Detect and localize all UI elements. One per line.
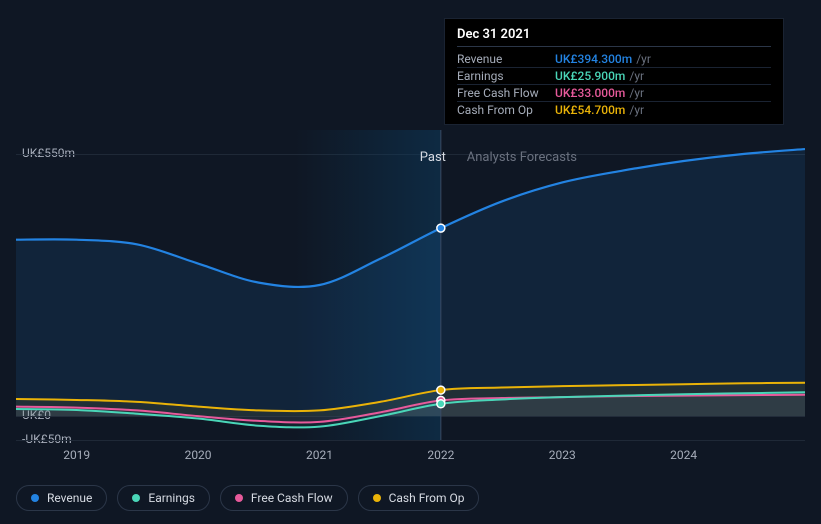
tooltip-row-value: UK£33.000m [555, 86, 625, 100]
tooltip-row: Cash From OpUK£54.700m/yr [457, 102, 771, 118]
legend-item-cash_from_op[interactable]: Cash From Op [358, 485, 480, 511]
tooltip-row-value: UK£54.700m [555, 103, 625, 117]
tooltip-rows: RevenueUK£394.300m/yrEarningsUK£25.900m/… [457, 51, 771, 118]
legend-dot-icon [132, 494, 140, 502]
tooltip-row: EarningsUK£25.900m/yr [457, 68, 771, 85]
x-tick-label: 2021 [306, 448, 333, 462]
legend-label: Revenue [47, 491, 92, 505]
legend-item-earnings[interactable]: Earnings [117, 485, 210, 511]
legend-dot-icon [373, 494, 381, 502]
x-tick-label: 2023 [549, 448, 576, 462]
tooltip-row-label: Revenue [457, 52, 555, 66]
legend-label: Free Cash Flow [251, 491, 333, 505]
legend-label: Earnings [148, 491, 195, 505]
tooltip-date: Dec 31 2021 [457, 27, 771, 47]
tooltip-row-label: Free Cash Flow [457, 86, 555, 100]
forecast-label: Analysts Forecasts [467, 150, 577, 165]
legend: Revenue Earnings Free Cash Flow Cash From O… [16, 485, 479, 511]
revenue-marker [437, 224, 445, 232]
legend-dot-icon [235, 494, 243, 502]
tooltip-row-unit: /yr [629, 103, 644, 117]
tooltip-row-label: Earnings [457, 69, 555, 83]
chart-container: Dec 31 2021 RevenueUK£394.300m/yrEarning… [16, 0, 805, 524]
legend-item-revenue[interactable]: Revenue [16, 485, 107, 511]
plot-area[interactable] [16, 130, 805, 440]
gridline [16, 440, 805, 441]
past-label: Past [420, 150, 446, 165]
tooltip-row-unit: /yr [629, 86, 644, 100]
cash_from_op-marker [437, 386, 445, 394]
x-tick-label: 2024 [670, 448, 697, 462]
legend-item-free_cash_flow[interactable]: Free Cash Flow [220, 485, 348, 511]
hover-tooltip: Dec 31 2021 RevenueUK£394.300m/yrEarning… [444, 18, 784, 125]
x-axis-labels: 2019 2020 2021 2022 2023 2024 [16, 448, 805, 468]
x-tick-label: 2020 [185, 448, 212, 462]
tooltip-row-value: UK£394.300m [555, 52, 632, 66]
plot-svg [16, 130, 805, 440]
tooltip-row-unit: /yr [629, 69, 644, 83]
legend-label: Cash From Op [389, 491, 465, 505]
tooltip-row-unit: /yr [636, 52, 651, 66]
tooltip-row: Free Cash FlowUK£33.000m/yr [457, 85, 771, 102]
tooltip-row-label: Cash From Op [457, 103, 555, 117]
tooltip-row: RevenueUK£394.300m/yr [457, 51, 771, 68]
tooltip-row-value: UK£25.900m [555, 69, 625, 83]
x-tick-label: 2019 [63, 448, 90, 462]
legend-dot-icon [31, 494, 39, 502]
earnings-marker [437, 400, 445, 408]
x-tick-label: 2022 [427, 448, 454, 462]
